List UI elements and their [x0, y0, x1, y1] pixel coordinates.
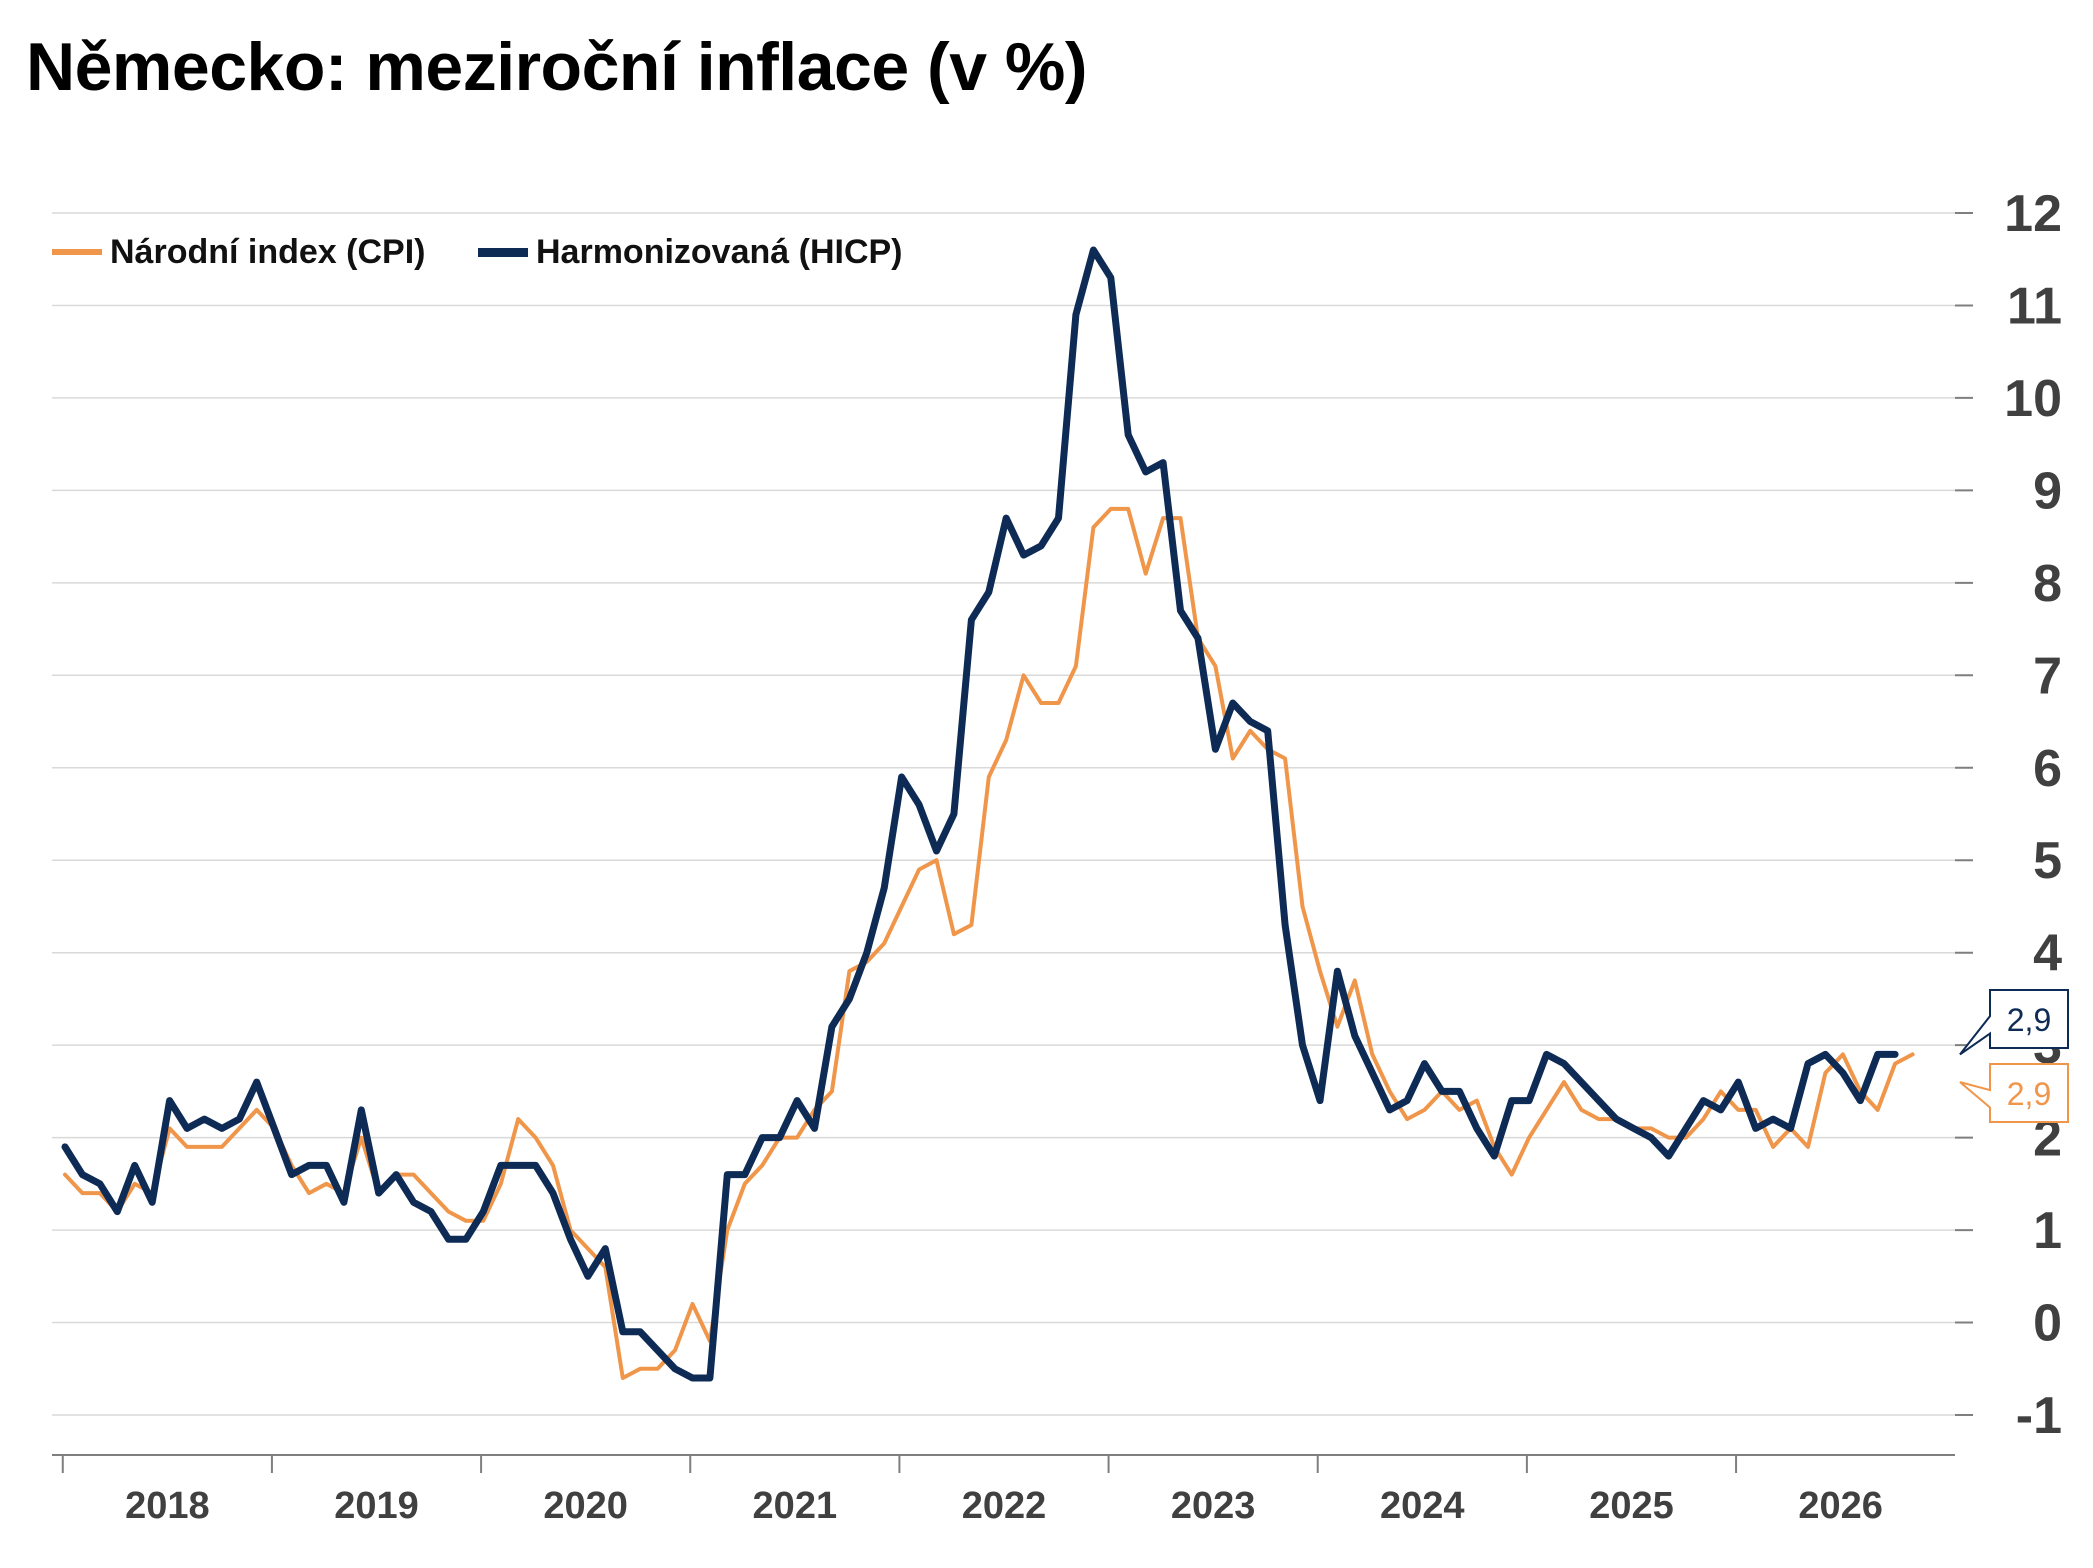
x-tick-label: 2023 [1171, 1485, 1256, 1527]
x-tick-label: 2021 [753, 1485, 838, 1527]
y-tick-label: 0 [2033, 1295, 2062, 1353]
y-tick-label: 1 [2033, 1202, 2062, 1260]
y-tick-label: 4 [2033, 925, 2062, 983]
y-tick-label: 8 [2033, 555, 2062, 613]
legend-item-hicp: Harmonizovaná (HICP) [478, 232, 903, 272]
x-tick-label: 2024 [1380, 1485, 1465, 1527]
x-tick-label: 2026 [1798, 1485, 1883, 1527]
gridlines [52, 212, 1955, 1416]
chart-title: Německo: meziroční inflace (v %) [26, 29, 1088, 105]
y-tick-label: 12 [2004, 185, 2062, 243]
y-tick-label: 9 [2033, 462, 2062, 520]
y-tick-label: 6 [2033, 740, 2062, 798]
y-axis-ticks: -10123456789101112 [1955, 185, 2062, 1445]
y-tick-label: -1 [2016, 1387, 2062, 1445]
y-tick-label: 5 [2033, 832, 2062, 890]
legend-label-hicp: Harmonizovaná (HICP) [536, 232, 903, 271]
legend-label-cpi: Národní index (CPI) [110, 232, 426, 271]
x-tick-label: 2022 [962, 1485, 1047, 1527]
end-label-hicp: 2,9 [2007, 1002, 2051, 1038]
end-value-labels: 2,9 2,9 [1959, 989, 2069, 1123]
x-axis-ticks: 2018 2019 2020 2021 2022 2023 2024 2025 2026 [61, 1455, 1883, 1527]
x-tick-label: 2020 [543, 1485, 628, 1527]
x-tick-label: 2019 [334, 1485, 419, 1527]
legend-swatch-hicp [478, 247, 528, 257]
end-label-hicp-box [1959, 989, 2069, 1056]
y-tick-label: 11 [2007, 277, 2062, 335]
x-tick-label: 2025 [1589, 1485, 1674, 1527]
series-line-hicp [61, 246, 1899, 1382]
y-tick-label: 10 [2004, 370, 2062, 428]
end-label-cpi: 2,9 [2007, 1076, 2051, 1112]
legend-swatch-cpi [52, 249, 102, 255]
series-lines [61, 246, 1915, 1382]
series-line-cpi [63, 506, 1915, 1380]
x-tick-label: 2018 [125, 1485, 210, 1527]
legend-item-cpi: Národní index (CPI) [52, 232, 425, 272]
y-tick-label: 7 [2033, 647, 2062, 705]
end-label-cpi-box [1959, 1063, 2069, 1123]
